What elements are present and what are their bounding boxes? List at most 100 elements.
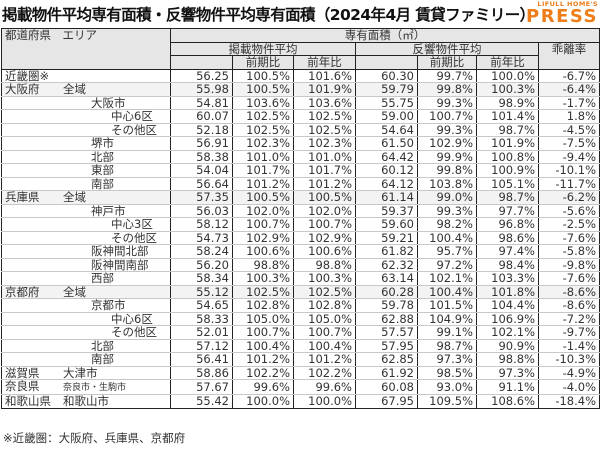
header-listed: 掲載物件平均: [170, 41, 356, 56]
response-value-cell: 61.92: [355, 365, 418, 380]
response-value-cell: 59.79: [355, 82, 418, 97]
listed-yoy-cell: 103.6%: [293, 96, 356, 110]
response-yoy-cell: 101.9%: [476, 136, 539, 151]
area-cell: 京都市: [1, 298, 171, 313]
area-cell: 北部: [1, 339, 171, 353]
response-qoq-cell: 99.3%: [417, 204, 477, 218]
response-qoq-cell: 99.9%: [417, 150, 477, 164]
listed-qoq-cell: 100.7%: [232, 325, 294, 340]
response-value-cell: 59.21: [355, 231, 418, 245]
table-row: 堺市 56.91 102.3% 102.3% 61.50 102.9% 101.9% -7.5…: [1, 136, 600, 151]
listed-qoq-cell: 102.0%: [232, 204, 294, 218]
response-yoy-cell: 101.8%: [476, 284, 539, 299]
listed-qoq-cell: 102.5%: [232, 109, 294, 124]
header-listed-yoy: 前年比: [293, 55, 356, 70]
listed-value-cell: 54.81: [170, 96, 233, 110]
area-table: 都道府県 エリア 専有面積（㎡） 掲載物件平均 反響物件平均 乖離率 前期比 前…: [1, 28, 600, 409]
listed-yoy-cell: 100.3%: [293, 271, 356, 286]
listed-yoy-cell: 102.5%: [293, 284, 356, 299]
listed-value-cell: 57.67: [170, 379, 233, 395]
response-qoq-cell: 97.2%: [417, 258, 477, 272]
table-row: 阪神間南部 56.20 98.8% 98.8% 62.32 97.2% 98.4% -9.8%: [1, 258, 600, 272]
table-row: 東部 54.04 101.7% 101.7% 60.12 99.8% 100.9% -10.1…: [1, 163, 600, 178]
listed-yoy-cell: 100.0%: [293, 394, 356, 409]
listed-value-cell: 56.03: [170, 204, 233, 218]
listed-value-cell: 58.33: [170, 312, 233, 326]
response-yoy-cell: 100.0%: [476, 68, 539, 83]
response-value-cell: 63.14: [355, 271, 418, 286]
divergence-cell: -8.6%: [538, 298, 600, 313]
prefecture-label: 京都府: [5, 285, 40, 299]
divergence-cell: -6.7%: [538, 68, 600, 83]
area-cell: 大阪府 全域: [1, 82, 171, 97]
listed-yoy-cell: 100.5%: [293, 190, 356, 205]
response-qoq-cell: 93.0%: [417, 379, 477, 395]
response-value-cell: 67.95: [355, 394, 418, 409]
response-yoy-cell: 96.8%: [476, 217, 539, 232]
listed-value-cell: 58.38: [170, 150, 233, 164]
area-label: 北部: [91, 339, 114, 353]
listed-value-cell: 58.24: [170, 244, 233, 259]
area-label: 大津市: [63, 366, 98, 380]
header-response-qoq: 前期比: [417, 55, 477, 70]
listed-yoy-cell: 100.7%: [293, 217, 356, 232]
listed-yoy-cell: 105.0%: [293, 312, 356, 326]
header-divergence: 乖離率: [538, 41, 600, 70]
listed-value-cell: 54.04: [170, 163, 233, 178]
table-row: その他区 52.18 102.5% 102.5% 54.64 99.3% 98.7% -4.5…: [1, 123, 600, 137]
divergence-cell: -5.8%: [538, 244, 600, 259]
divergence-cell: -4.5%: [538, 123, 600, 137]
listed-yoy-cell: 101.0%: [293, 150, 356, 164]
logo-brand: LIFULL HOME'S: [537, 0, 598, 8]
listed-value-cell: 52.18: [170, 123, 233, 137]
listed-qoq-cell: 102.9%: [232, 231, 294, 245]
listed-yoy-cell: 102.8%: [293, 298, 356, 313]
listed-yoy-cell: 99.6%: [293, 379, 356, 395]
divergence-cell: -4.0%: [538, 379, 600, 395]
divergence-cell: -5.6%: [538, 204, 600, 218]
response-value-cell: 61.14: [355, 190, 418, 205]
response-qoq-cell: 109.5%: [417, 394, 477, 409]
listed-value-cell: 56.64: [170, 177, 233, 191]
logo-press: PRESS: [526, 6, 598, 27]
response-yoy-cell: 98.7%: [476, 123, 539, 137]
response-yoy-cell: 97.3%: [476, 365, 539, 380]
divergence-cell: -6.4%: [538, 82, 600, 97]
area-cell: 奈良県 奈良市・生駒市: [1, 379, 171, 395]
response-yoy-cell: 102.1%: [476, 325, 539, 340]
listed-qoq-cell: 101.0%: [232, 150, 294, 164]
area-cell: 阪神間北部: [1, 244, 171, 259]
response-value-cell: 54.64: [355, 123, 418, 137]
response-yoy-cell: 98.4%: [476, 258, 539, 272]
table-row: 滋賀県 大津市 58.86 102.2% 102.2% 61.92 98.5% 97.3% -4…: [1, 365, 600, 380]
response-qoq-cell: 99.0%: [417, 190, 477, 205]
table-row: 北部 57.12 100.4% 100.4% 57.95 98.7% 90.9% -1.4%: [1, 339, 600, 353]
area-cell: 中心6区: [1, 109, 171, 124]
area-cell: 東部: [1, 163, 171, 178]
table-row: 奈良県 奈良市・生駒市 57.67 99.6% 99.6% 60.08 93.0% 91.1%…: [1, 379, 600, 395]
area-label: 奈良市・生駒市: [63, 383, 127, 393]
listed-qoq-cell: 102.5%: [232, 284, 294, 299]
area-cell: 北部: [1, 150, 171, 164]
listed-qoq-cell: 100.5%: [232, 68, 294, 83]
response-qoq-cell: 99.1%: [417, 325, 477, 340]
listed-value-cell: 55.98: [170, 82, 233, 97]
press-logo: LIFULL HOME'S PRESS: [526, 0, 598, 26]
listed-yoy-cell: 101.2%: [293, 177, 356, 191]
response-yoy-cell: 100.3%: [476, 82, 539, 97]
listed-yoy-cell: 102.0%: [293, 204, 356, 218]
divergence-cell: -9.8%: [538, 258, 600, 272]
divergence-cell: -2.5%: [538, 217, 600, 232]
response-qoq-cell: 99.3%: [417, 123, 477, 137]
area-label: 東部: [91, 163, 114, 177]
listed-value-cell: 56.25: [170, 68, 233, 83]
response-qoq-cell: 102.9%: [417, 136, 477, 151]
response-value-cell: 61.50: [355, 136, 418, 151]
area-cell: 南部: [1, 177, 171, 191]
listed-yoy-cell: 101.2%: [293, 352, 356, 367]
area-cell: 阪神間南部: [1, 258, 171, 272]
area-cell: 滋賀県 大津市: [1, 365, 171, 380]
area-cell: 京都府 全域: [1, 284, 171, 299]
area-cell: 兵庫県 全域: [1, 190, 171, 205]
response-yoy-cell: 100.8%: [476, 150, 539, 164]
